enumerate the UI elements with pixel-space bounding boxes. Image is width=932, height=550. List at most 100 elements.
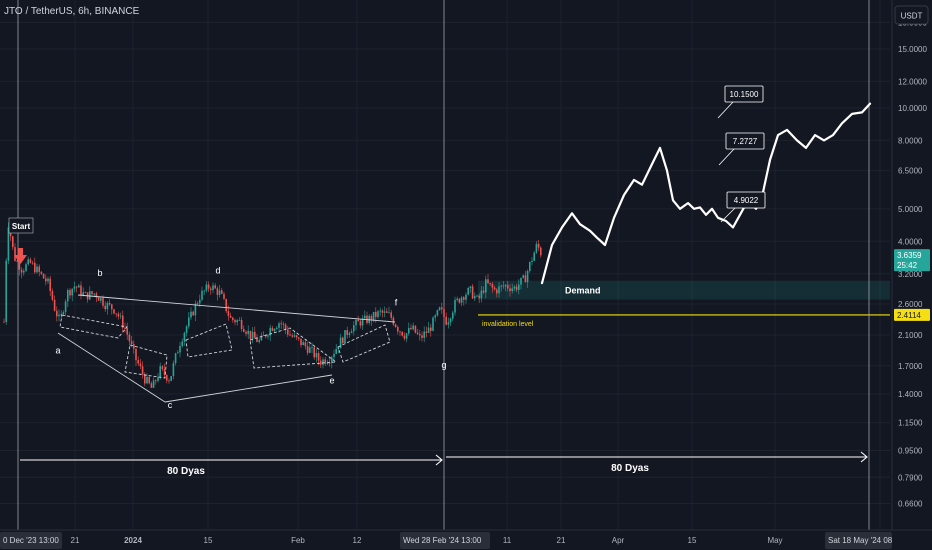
candle-body xyxy=(139,363,142,367)
candle-body xyxy=(333,353,335,358)
candle-body xyxy=(155,380,157,382)
candle-body xyxy=(84,292,87,294)
price-tick-label: 1.7000 xyxy=(898,362,923,371)
candle-body xyxy=(236,320,238,323)
candle-body xyxy=(465,294,467,300)
candle-body xyxy=(60,313,62,315)
candle-body xyxy=(245,331,247,334)
candle-body xyxy=(166,375,168,381)
candle-body xyxy=(62,312,65,314)
wave-label-a: a xyxy=(55,346,60,356)
candle-body xyxy=(45,278,47,282)
wave-label-d: d xyxy=(215,266,220,276)
candle-body xyxy=(256,337,258,342)
candle-body xyxy=(262,335,265,336)
price-tick-label: 0.6600 xyxy=(898,499,923,508)
candle-body xyxy=(309,347,311,353)
candle-body xyxy=(243,329,245,332)
candle-body xyxy=(496,289,498,294)
candle-body xyxy=(346,330,348,335)
candle-body xyxy=(161,366,164,369)
candle-body xyxy=(313,347,315,358)
time-highlight-box xyxy=(825,532,892,549)
candle-body xyxy=(36,266,38,273)
price-tick-label: 0.7900 xyxy=(898,473,923,482)
candle-body xyxy=(157,377,159,381)
candle-body xyxy=(335,348,337,354)
time-tick-label: 15 xyxy=(204,536,213,545)
candle-body xyxy=(357,319,359,322)
candle-body xyxy=(47,278,49,282)
candle-body xyxy=(100,298,102,301)
price-axis[interactable]: 18.000015.000012.000010.00008.00006.5000… xyxy=(891,0,932,550)
candle-body xyxy=(487,279,489,283)
candle-body xyxy=(106,302,109,310)
candle-body xyxy=(379,310,381,312)
time-tick-label: Apr xyxy=(612,536,625,545)
target-callout-box xyxy=(724,85,764,103)
candle-body xyxy=(476,295,478,297)
candle-body xyxy=(240,319,243,330)
candle-body xyxy=(18,260,21,270)
candle-body xyxy=(438,307,441,311)
price-tick-label: 1.4000 xyxy=(898,390,923,399)
candle-body xyxy=(212,285,214,291)
candle-body xyxy=(456,298,458,300)
candle-body xyxy=(273,328,276,331)
projected-path xyxy=(540,102,872,285)
candle-body xyxy=(485,279,487,293)
time-tick-label: 21 xyxy=(557,536,566,545)
candle-body xyxy=(188,317,190,327)
candle-body xyxy=(177,352,179,354)
duration-label: 80 Dyas xyxy=(611,463,649,474)
candle-body xyxy=(403,335,406,339)
start-arrow-head xyxy=(14,255,27,264)
candle-body xyxy=(447,322,450,325)
candle-body xyxy=(311,347,313,349)
candle-body xyxy=(531,260,533,262)
candle-body xyxy=(78,285,80,288)
candle-body xyxy=(80,285,82,296)
time-axis[interactable]: 21202415Feb121121Apr15May240 Dec '23 13:… xyxy=(0,529,932,550)
candle-body xyxy=(258,340,260,342)
candle-body xyxy=(423,331,425,338)
price-tick-label: 3.2000 xyxy=(898,270,923,279)
candle-body xyxy=(359,321,362,326)
dashed-channel xyxy=(59,314,128,339)
candle-body xyxy=(89,291,91,300)
price-tag-countdown: 25:42 xyxy=(897,261,918,270)
candle-body xyxy=(163,368,166,376)
candle-body xyxy=(284,324,287,330)
triangle-upper-line xyxy=(77,294,396,323)
triangle-lower-line xyxy=(164,374,333,403)
currency-button-label[interactable]: USDT xyxy=(901,12,923,21)
dashed-channel xyxy=(337,324,391,363)
candle-body xyxy=(419,334,421,336)
candle-body xyxy=(500,285,502,287)
candle-body xyxy=(192,311,194,316)
candle-body xyxy=(238,319,241,321)
dashed-channel xyxy=(249,327,338,369)
candle-body xyxy=(533,252,535,261)
candle-body xyxy=(190,311,192,318)
candle-body xyxy=(223,293,225,299)
candle-body xyxy=(377,311,379,318)
invalidation-level-label: invalidation level xyxy=(482,321,534,328)
candle-body xyxy=(526,271,529,283)
candle-body xyxy=(34,262,36,273)
candle-body xyxy=(401,331,403,336)
candle-body xyxy=(75,286,78,288)
candle-body xyxy=(225,298,227,312)
candle-body xyxy=(260,335,263,341)
price-tick-label: 2.6000 xyxy=(898,300,923,309)
currency-button[interactable] xyxy=(894,5,929,25)
candle-body xyxy=(71,288,73,296)
candle-body xyxy=(342,337,344,344)
candle-body xyxy=(49,278,51,292)
candle-body xyxy=(254,331,256,338)
candle-body xyxy=(38,266,40,272)
candle-body xyxy=(408,327,410,334)
